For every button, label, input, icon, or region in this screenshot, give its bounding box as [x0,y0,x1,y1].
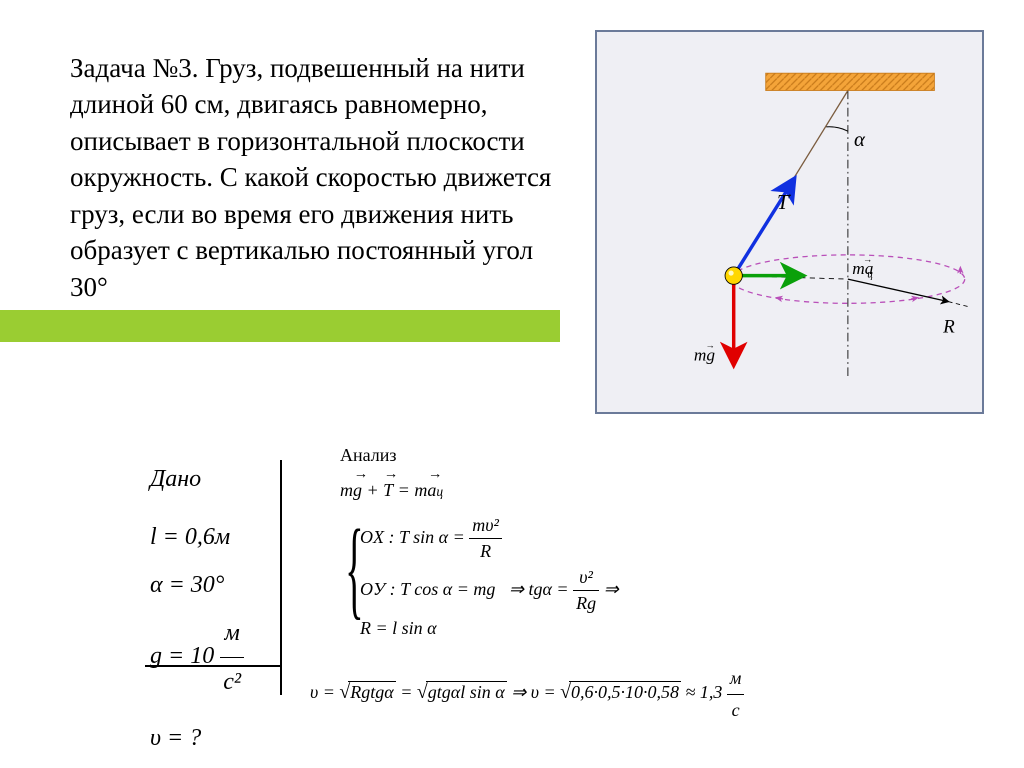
ox-line: OX : T sin α = mυ² R [360,513,744,564]
oy-left: OУ : T cos α = mg [360,578,495,598]
given-separator [280,460,282,695]
ceiling [766,73,935,90]
angle-arc [826,127,848,131]
alpha-label: α [854,129,866,151]
res-eq1: = [400,682,417,702]
given-alpha: α = 30° [150,561,244,609]
mg-label: mg→ [694,341,716,364]
given-block: Дано l = 0,6м α = 30° g = 10 м c² υ = ? [150,455,244,762]
r-dash-ext [948,302,969,307]
given-l: l = 0,6м [150,513,244,561]
ox-den: R [469,539,502,564]
given-find: υ = ? [150,714,244,762]
ox-left: OX : T sin α = [360,527,465,547]
orbit-arrow-2 [911,298,915,299]
mass-bob [725,267,742,284]
physics-diagram: α R → T ma→ц mg→ [595,30,984,414]
mass-highlight [729,270,734,275]
r-line: R = l sin α [360,616,744,641]
ma-label: ma→ц [852,256,873,281]
res-unit-num: м [727,663,745,695]
ox-num: mυ² [469,513,502,539]
given-g: g = 10 м c² [150,609,244,706]
impl1: ⇒ tgα = [509,578,569,598]
analysis-block: Анализ mg + T = maц OX : T sin α = mυ² R… [340,440,744,725]
given-g-num: м [220,609,244,658]
res-sqrt1: Rgtgα [348,681,395,702]
res-unit-den: c [727,695,745,726]
highlight-stripe [0,310,560,342]
res-impl: ⇒ υ = [511,682,560,702]
res-sqrt3: 0,6·0,5·10·0,58 [569,681,681,702]
res-pre: υ = [310,682,335,702]
newton-line: mg + T = maц [340,475,744,506]
impl2: ⇒ [604,578,619,598]
tg-num: υ² [573,565,599,591]
res-sqrt2: gtgαl sin α [426,681,507,702]
analysis-label: Анализ [340,440,744,471]
tg-den: Rg [573,591,599,616]
res-approx: ≈ 1,3 [686,682,723,702]
result-line: υ = Rgtgα = gtgαl sin α ⇒ υ = 0,6·0,5·10… [310,663,744,725]
given-hbar [145,665,280,667]
t-label: → T [777,180,799,214]
problem-statement: Задача №3. Груз, подвешенный на нити дли… [70,50,560,305]
given-label: Дано [150,455,244,503]
orbit-arrow-1 [779,298,783,299]
diagram-svg: α R → T ma→ц mg→ [597,32,982,412]
oy-line: OУ : T cos α = mg ⇒ tgα = υ² Rg ⇒ [360,565,744,616]
r-vector [848,279,948,301]
r-label: R [942,317,955,338]
